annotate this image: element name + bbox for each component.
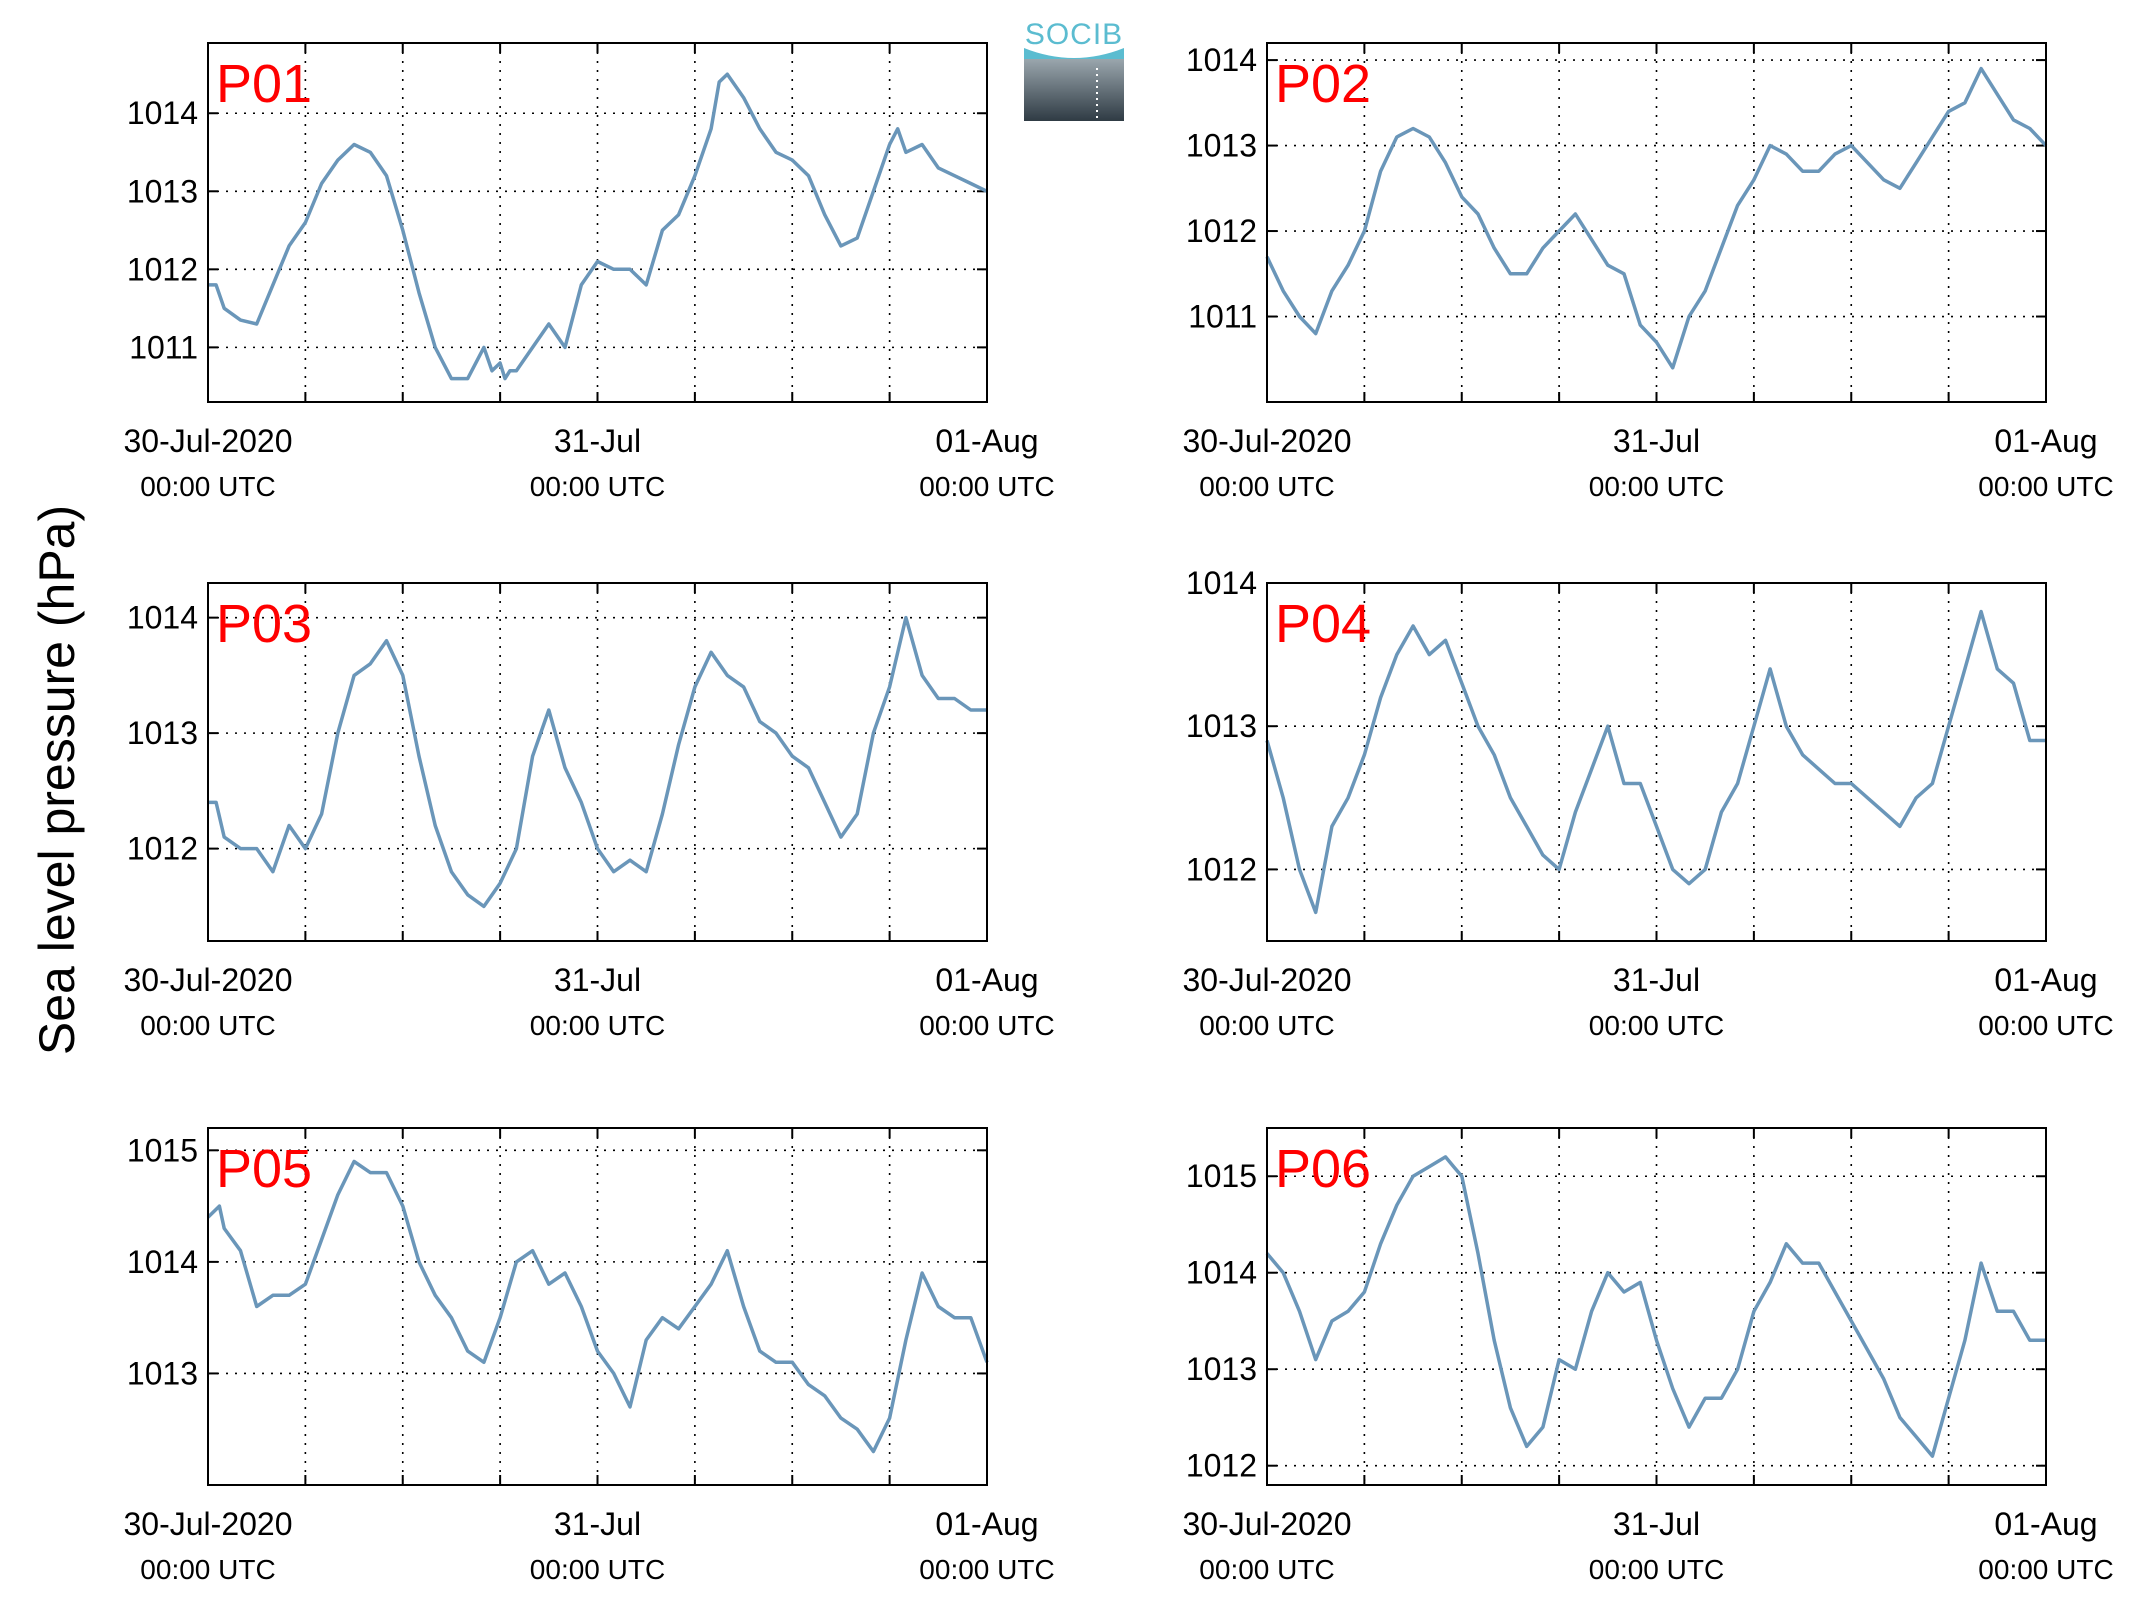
y-tick-label: 1011 (1188, 299, 1257, 335)
x-tick-label: 31-Jul (1613, 1506, 1700, 1542)
y-tick-label: 1012 (127, 831, 198, 867)
series-line (206, 1159, 989, 1454)
panel-p01: 1011 1012 1013 1014 30-Jul-2020 00:00 UTC 31-J… (124, 42, 1055, 502)
plot-frame (207, 582, 988, 942)
plot-frame (1266, 42, 2047, 403)
x-tick-sublabel: 00:00 UTC (1589, 471, 1724, 502)
x-tick-label: 01-Aug (935, 1506, 1038, 1542)
x-tick-sublabel: 00:00 UTC (1589, 1010, 1724, 1041)
x-tick-label: 31-Jul (554, 962, 641, 998)
x-tick-sublabel: 00:00 UTC (530, 1554, 665, 1585)
x-tick-label: 31-Jul (554, 423, 641, 459)
y-tick-label: 1013 (127, 173, 198, 209)
y-tick-label: 1012 (127, 251, 198, 287)
y-tick-label: 1014 (1186, 1255, 1257, 1291)
y-tick-label: 1013 (1186, 128, 1257, 164)
y-tick-label: 1013 (1186, 708, 1257, 744)
y-tick-label: 1012 (1186, 851, 1257, 887)
x-tick-label: 31-Jul (1613, 962, 1700, 998)
x-tick-sublabel: 00:00 UTC (1978, 1554, 2113, 1585)
logo-text: SOCIB (1025, 18, 1123, 51)
x-tick-label: 01-Aug (935, 962, 1038, 998)
x-tick-sublabel: 00:00 UTC (530, 1010, 665, 1041)
panel-label: P06 (1275, 1139, 1371, 1199)
y-tick-label: 1014 (1186, 565, 1257, 601)
x-tick-sublabel: 00:00 UTC (919, 471, 1054, 502)
series-line (208, 615, 987, 909)
y-tick-label: 1014 (1186, 42, 1257, 78)
x-tick-sublabel: 00:00 UTC (530, 471, 665, 502)
y-tick-label: 1013 (127, 1355, 198, 1391)
series-line (208, 72, 988, 381)
y-tick-label: 1014 (127, 95, 198, 131)
y-tick-label: 1015 (1186, 1158, 1257, 1194)
y-tick-label: 1012 (1186, 213, 1257, 249)
socib-logo: SOCIB (1024, 18, 1124, 121)
y-tick-label: 1015 (127, 1132, 198, 1168)
series-line (1265, 66, 2048, 370)
panel-p04: 1012 1013 1014 30-Jul-2020 00:00 UTC 31-Jul 00… (1183, 565, 2114, 1041)
x-tick-sublabel: 00:00 UTC (1978, 1010, 2113, 1041)
x-tick-sublabel: 00:00 UTC (919, 1010, 1054, 1041)
y-tick-label: 1013 (1186, 1351, 1257, 1387)
panel-label: P01 (216, 54, 312, 114)
x-tick-label: 30-Jul-2020 (124, 1506, 293, 1542)
panel-p02: 1011 1012 1013 1014 30-Jul-2020 00:00 UTC 31-J… (1183, 42, 2114, 502)
x-tick-sublabel: 00:00 UTC (919, 1554, 1054, 1585)
panel-label: P02 (1275, 54, 1371, 114)
panel-label: P03 (216, 594, 312, 654)
panel-label: P05 (216, 1139, 312, 1199)
x-tick-label: 30-Jul-2020 (1183, 423, 1352, 459)
x-tick-label: 30-Jul-2020 (124, 423, 293, 459)
plot-frame (1266, 582, 2047, 942)
x-tick-label: 01-Aug (1994, 962, 2097, 998)
panel-p05: 1013 1014 1015 30-Jul-2020 00:00 UTC 31-Jul 00… (124, 1127, 1055, 1585)
y-tick-label: 1013 (127, 715, 198, 751)
plot-frame (207, 1127, 988, 1486)
x-tick-sublabel: 00:00 UTC (1199, 1010, 1334, 1041)
x-tick-sublabel: 00:00 UTC (1199, 1554, 1334, 1585)
y-tick-label: 1011 (129, 329, 198, 365)
plot-frame (1266, 1127, 2047, 1486)
x-tick-label: 01-Aug (1994, 1506, 2097, 1542)
y-tick-label: 1014 (127, 600, 198, 636)
x-tick-label: 30-Jul-2020 (1183, 962, 1352, 998)
series-line (1265, 609, 2046, 915)
series-line (1265, 1155, 2046, 1458)
panel-label: P04 (1275, 594, 1371, 654)
panel-p06: 1012 1013 1014 1015 30-Jul-2020 00:00 UTC 31-J… (1183, 1127, 2114, 1585)
x-tick-label: 01-Aug (1994, 423, 2097, 459)
y-tick-label: 1012 (1186, 1448, 1257, 1484)
x-tick-sublabel: 00:00 UTC (140, 1554, 275, 1585)
x-tick-label: 30-Jul-2020 (124, 962, 293, 998)
x-tick-label: 31-Jul (1613, 423, 1700, 459)
y-tick-label: 1014 (127, 1244, 198, 1280)
x-tick-sublabel: 00:00 UTC (1978, 471, 2113, 502)
panel-p03: 1012 1013 1014 30-Jul-2020 00:00 UTC 31-Jul 00… (124, 582, 1055, 1041)
x-tick-label: 30-Jul-2020 (1183, 1506, 1352, 1542)
x-tick-label: 01-Aug (935, 423, 1038, 459)
x-tick-sublabel: 00:00 UTC (1199, 471, 1334, 502)
x-tick-sublabel: 00:00 UTC (140, 1010, 275, 1041)
plot-frame (207, 42, 988, 403)
x-tick-sublabel: 00:00 UTC (1589, 1554, 1724, 1585)
y-axis-label: Sea level pressure (hPa) (29, 505, 85, 1055)
x-tick-label: 31-Jul (554, 1506, 641, 1542)
x-tick-sublabel: 00:00 UTC (140, 471, 275, 502)
